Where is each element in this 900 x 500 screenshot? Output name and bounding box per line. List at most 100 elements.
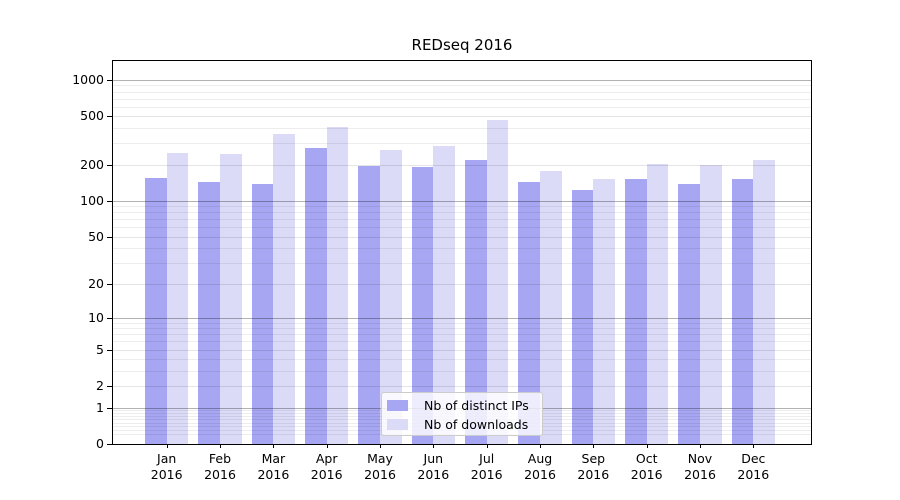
bar-jan-downloads: [166, 153, 189, 444]
gridline-700: [113, 98, 811, 100]
bar-mar-downloads: [273, 133, 296, 444]
bar-sep-downloads: [593, 178, 616, 444]
x-tick-mark-jun: [433, 444, 435, 448]
y-tick-label-50: 50: [88, 228, 104, 244]
x-tick-mark-mar: [273, 444, 275, 448]
gridline-1000: [113, 79, 811, 81]
chart-title: REDseq 2016: [411, 36, 513, 54]
bar-mar-distinct-ips: [251, 183, 274, 444]
x-tick-label-feb: Feb 2016: [204, 451, 236, 482]
bar-nov-downloads: [700, 164, 722, 444]
bar-apr-downloads: [326, 127, 349, 444]
y-tick-mark-500: [107, 116, 113, 118]
x-tick-label-aug: Aug 2016: [524, 451, 556, 482]
gridline-6: [113, 341, 811, 343]
y-tick-mark-100: [107, 200, 113, 202]
bar-dec-distinct-ips: [731, 179, 754, 444]
x-tick-mark-jan: [166, 444, 168, 448]
y-tick-mark-50: [107, 236, 113, 238]
x-tick-mark-jul: [486, 444, 488, 448]
y-tick-mark-0: [107, 444, 113, 445]
y-tick-mark-10: [107, 317, 113, 319]
spine-left: [112, 61, 113, 444]
gridline-4: [113, 359, 811, 361]
x-tick-label-may: May 2016: [364, 451, 396, 482]
legend: Nb of distinct IPs Nb of downloads: [381, 392, 543, 436]
bar-oct-downloads: [646, 163, 669, 444]
legend-item-downloads: Nb of downloads: [387, 415, 542, 434]
x-tick-mark-may: [380, 444, 381, 448]
gridline-3: [113, 370, 811, 372]
gridline-30: [113, 263, 811, 264]
bar-jun-distinct-ips: [411, 166, 434, 444]
gridline-70: [113, 219, 811, 221]
gridline-200: [113, 164, 811, 166]
legend-label-distinct-ips: Nb of distinct IPs: [424, 398, 529, 413]
gridline-400: [113, 128, 811, 130]
y-tick-label-200: 200: [80, 156, 104, 172]
gridline-8: [113, 328, 811, 330]
gridline-20: [113, 283, 811, 285]
y-tick-label-100: 100: [80, 192, 104, 208]
x-tick-label-mar: Mar 2016: [257, 451, 290, 482]
x-tick-mark-feb: [220, 444, 221, 448]
bar-jul-distinct-ips: [464, 159, 487, 444]
x-tick-mark-sep: [593, 444, 595, 448]
gridline-300: [113, 143, 811, 145]
x-tick-mark-dec: [753, 444, 755, 448]
bar-apr-distinct-ips: [304, 147, 327, 444]
gridline-900: [113, 85, 811, 87]
gridline-2: [113, 386, 811, 388]
y-tick-label-1: 1: [96, 399, 104, 415]
y-tick-label-500: 500: [80, 108, 104, 124]
bar-nov-distinct-ips: [678, 183, 700, 444]
gridline-10: [113, 317, 811, 319]
legend-item-distinct-ips: Nb of distinct IPs: [387, 396, 542, 415]
legend-label-downloads: Nb of downloads: [424, 417, 529, 432]
y-tick-mark-1000: [107, 79, 113, 81]
gridline-9: [113, 322, 811, 324]
y-tick-label-20: 20: [88, 275, 104, 291]
y-tick-label-2: 2: [96, 378, 104, 394]
gridline-40: [113, 248, 811, 250]
x-tick-label-jul: Jul 2016: [470, 451, 503, 482]
y-tick-mark-1: [107, 407, 113, 409]
x-tick-label-jun: Jun 2016: [417, 451, 450, 482]
bar-jul-downloads: [486, 120, 509, 444]
x-tick-mark-apr: [326, 444, 328, 448]
bar-dec-downloads: [753, 160, 776, 444]
gridline-80: [113, 212, 811, 214]
x-tick-label-apr: Apr 2016: [310, 451, 343, 482]
spine-bottom: [112, 444, 812, 445]
spine-top: [112, 60, 812, 61]
bar-aug-downloads: [540, 171, 562, 444]
y-tick-label-0: 0: [96, 436, 104, 451]
spine-right: [811, 61, 812, 444]
bar-sep-distinct-ips: [571, 189, 594, 444]
x-tick-mark-nov: [700, 444, 701, 448]
bar-feb-downloads: [220, 154, 242, 444]
gridline-7: [113, 334, 811, 336]
bar-oct-distinct-ips: [624, 178, 647, 444]
plot-area: Nb of distinct IPs Nb of downloads: [113, 61, 811, 444]
x-tick-mark-aug: [540, 444, 541, 448]
legend-swatch-distinct-ips: [387, 400, 408, 411]
gridline-500: [113, 116, 811, 118]
gridline-100: [113, 200, 811, 202]
x-tick-label-sep: Sep 2016: [577, 451, 610, 482]
y-tick-mark-20: [107, 283, 113, 285]
x-tick-label-oct: Oct 2016: [630, 451, 663, 482]
y-tick-mark-5: [107, 349, 113, 351]
bar-feb-distinct-ips: [198, 182, 220, 444]
y-tick-label-5: 5: [96, 341, 104, 357]
y-tick-mark-2: [107, 386, 113, 388]
y-tick-label-1000: 1000: [72, 71, 104, 87]
gridline-90: [113, 206, 811, 208]
x-tick-mark-oct: [646, 444, 648, 448]
gridline-50: [113, 236, 811, 238]
gridline-5: [113, 349, 811, 351]
bar-may-downloads: [380, 149, 402, 444]
x-tick-label-nov: Nov 2016: [684, 451, 716, 482]
gridline-60: [113, 227, 811, 229]
